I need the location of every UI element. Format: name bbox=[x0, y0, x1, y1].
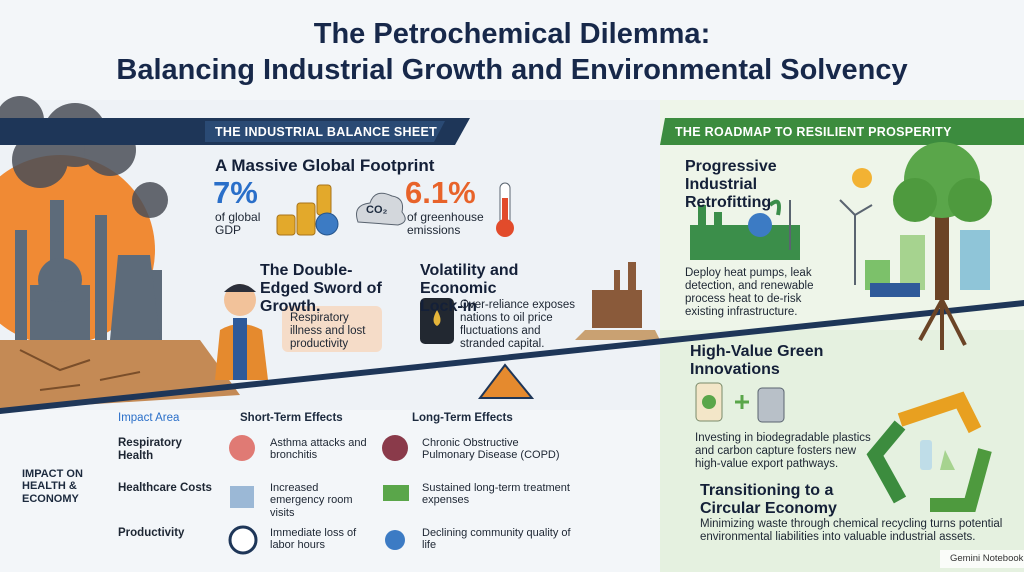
effect: Increased emergency room visits bbox=[270, 482, 353, 519]
city bbox=[865, 230, 990, 297]
stat-value: 6.1% bbox=[405, 175, 476, 210]
text: Minimizing waste through chemical recycl… bbox=[700, 518, 1003, 543]
table-header: Impact Area bbox=[118, 412, 180, 424]
wind-turbine bbox=[839, 199, 873, 285]
effect: Sustained long-term treatment expenses bbox=[422, 482, 570, 507]
right-banner bbox=[660, 118, 1024, 145]
impact-area: Productivity bbox=[118, 527, 185, 539]
stat-label: of global GDP bbox=[215, 210, 261, 238]
worker bbox=[215, 284, 268, 380]
recycle-arrows bbox=[866, 391, 992, 512]
sun-small bbox=[852, 168, 872, 188]
heading: Transitioning to a Circular Economy bbox=[700, 482, 837, 517]
green-products bbox=[695, 382, 785, 423]
heading: Progressive Industrial Retrofitting bbox=[685, 158, 777, 211]
oil-barrel bbox=[420, 298, 454, 344]
note-box bbox=[282, 306, 382, 352]
fulcrum bbox=[477, 363, 535, 399]
effect: Immediate loss of labor hours bbox=[270, 527, 357, 552]
title: The Petrochemical Dilemma: bbox=[313, 18, 711, 50]
refinery bbox=[15, 200, 162, 340]
thermometer bbox=[496, 182, 514, 237]
seesaw-beam bbox=[0, 300, 1024, 414]
footer: Gemini Notebook bbox=[950, 553, 1024, 564]
heading: Volatility and Economic Lock-in bbox=[420, 262, 519, 315]
stat-value: 7% bbox=[213, 175, 258, 210]
left-banner-inner bbox=[205, 121, 445, 142]
effect: Asthma attacks and bronchitis bbox=[270, 437, 367, 462]
text: Deploy heat pumps, leak detection, and r… bbox=[685, 267, 814, 318]
table-side-label: IMPACT ON HEALTH & ECONOMY bbox=[22, 468, 83, 505]
right-lower-bg bbox=[660, 330, 1024, 572]
impact-area: Respiratory Health bbox=[118, 437, 182, 462]
coins bbox=[276, 184, 339, 236]
effect: Chronic Obstructive Pulmonary Disease (C… bbox=[422, 437, 560, 462]
heading: The Double-Edged Sword of Growth. bbox=[260, 262, 382, 315]
table-header: Long-Term Effects bbox=[412, 412, 513, 424]
impact-area: Healthcare Costs bbox=[118, 482, 212, 494]
co2-cloud bbox=[356, 192, 406, 226]
footer-bg bbox=[940, 550, 1024, 568]
effect: Declining community quality of life bbox=[422, 527, 571, 552]
section-header: THE ROADMAP TO RESILIENT PROSPERITY bbox=[675, 125, 952, 139]
title: Balancing Industrial Growth and Environm… bbox=[116, 54, 908, 86]
stat-label: of greenhouse emissions bbox=[407, 210, 484, 238]
heading: High-Value Green Innovations bbox=[690, 343, 824, 378]
table-header: Short-Term Effects bbox=[240, 412, 343, 424]
text: Over-reliance exposes nations to oil pri… bbox=[460, 299, 576, 350]
table-icons bbox=[228, 435, 409, 555]
green-factory bbox=[690, 199, 800, 260]
text: Investing in biodegradable plastics and … bbox=[695, 432, 871, 470]
tree bbox=[893, 142, 992, 350]
cloud-label: CO₂ bbox=[366, 204, 388, 216]
heading: A Massive Global Footprint bbox=[215, 156, 435, 175]
section-header: THE INDUSTRIAL BALANCE SHEET bbox=[215, 125, 438, 139]
note: Respiratory illness and lost productivit… bbox=[290, 312, 366, 350]
abandoned-factory bbox=[575, 262, 660, 340]
cracks bbox=[19, 349, 141, 391]
